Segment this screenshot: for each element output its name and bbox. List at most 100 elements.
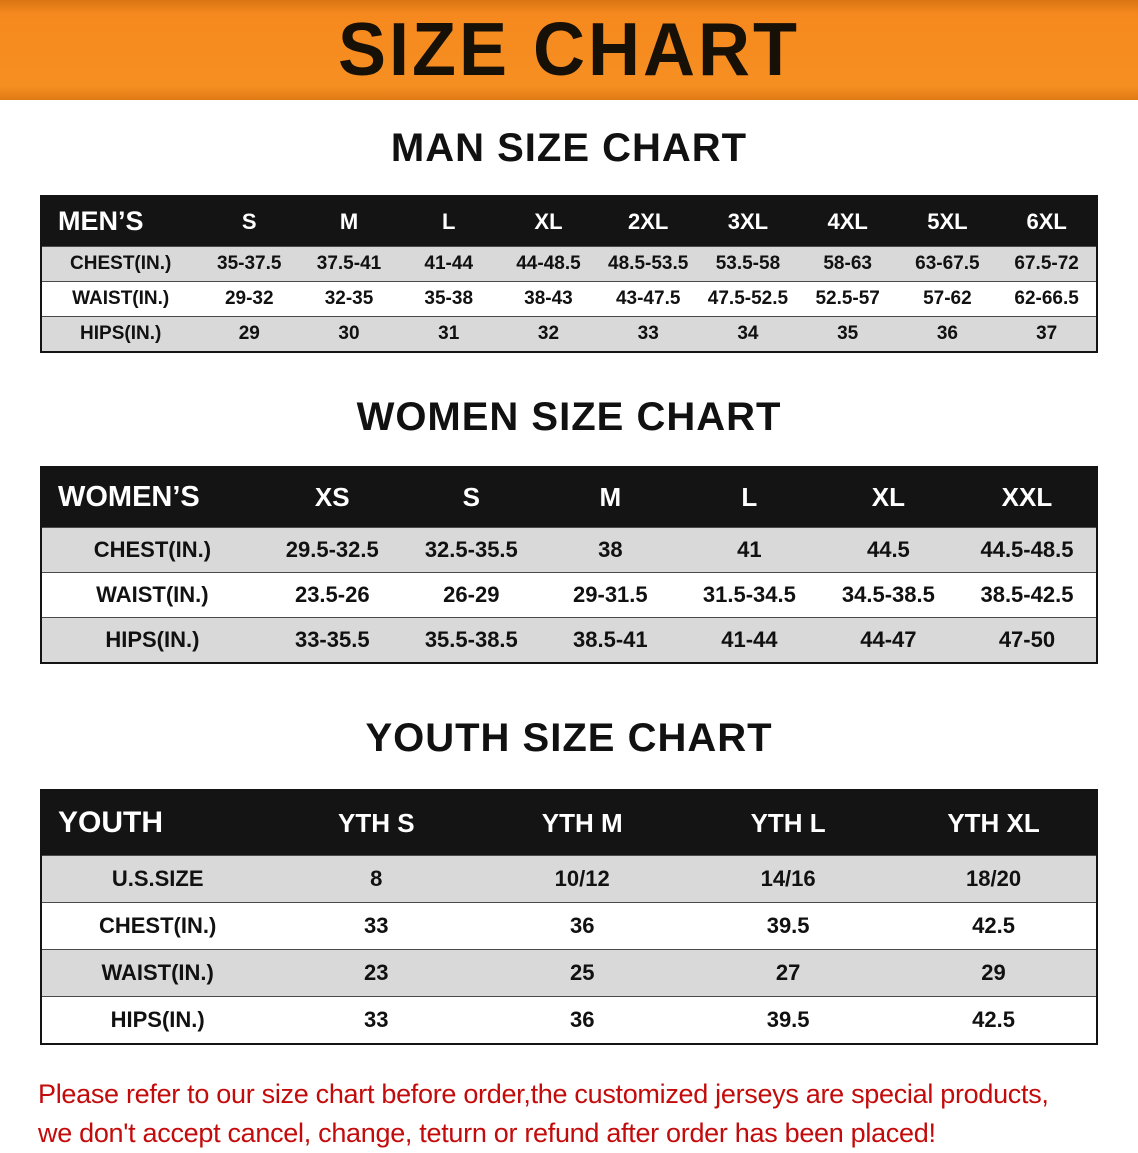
size-value-cell: 38 — [598, 537, 623, 562]
size-value-cell: 37.5-41 — [316, 253, 382, 274]
row-label: HIPS(IN.) — [80, 323, 162, 344]
size-value-cell: 44-47 — [860, 627, 917, 652]
mens-table-header: MEN’S S M L XL 2XL 3XL 4XL 5XL 6XL — [41, 196, 1097, 247]
size-column-header: M — [540, 467, 680, 528]
table-row: CHEST(IN.) 35-37.5 37.5-41 41-44 44-48.5 48.5… — [41, 246, 1097, 282]
size-chart-banner: SIZE CHART — [0, 0, 1138, 100]
size-value-cell: 44.5 — [866, 537, 910, 562]
mens-table-body: CHEST(IN.) 35-37.5 37.5-41 41-44 44-48.5 48.5… — [41, 246, 1097, 352]
size-value-cell: 42.5 — [972, 913, 1015, 938]
disclaimer-text: Please refer to our size chart before or… — [38, 1075, 1100, 1153]
table-row: U.S.SIZE 8 10/12 14/16 18/20 — [41, 855, 1097, 903]
size-column-header: S — [199, 196, 300, 247]
womens-table-header: WOMEN’S XS S M L XL XXL — [41, 467, 1097, 528]
size-value-cell: 29-32 — [224, 288, 274, 309]
youth-table-header: YOUTH YTH S YTH M YTH L YTH XL — [41, 790, 1097, 856]
size-column-header: YTH M — [479, 790, 686, 856]
size-value-cell: 41-44 — [424, 253, 474, 274]
size-value-cell: 38.5-41 — [573, 627, 648, 652]
size-column-header: S — [401, 467, 541, 528]
size-value-cell: 29 — [238, 323, 260, 344]
size-column-header: XL — [818, 467, 958, 528]
youth-size-chart-title: YOUTH SIZE CHART — [365, 716, 773, 760]
size-value-cell: 32-35 — [324, 288, 374, 309]
size-column-header: XS — [262, 467, 402, 528]
size-column-header: XXL — [957, 467, 1097, 528]
size-value-cell: 41-44 — [721, 627, 778, 652]
table-corner-label: MEN’S — [41, 196, 200, 247]
size-column-header: L — [398, 196, 499, 247]
table-row: HIPS(IN.) 33 36 39.5 42.5 — [41, 996, 1097, 1044]
table-row: HIPS(IN.) 33-35.5 35.5-38.5 38.5-41 41-44 44-… — [41, 617, 1097, 663]
table-row: WAIST(IN.) 29-32 32-35 35-38 38-43 43-47.5 47.… — [41, 281, 1097, 317]
header-row: MEN’S S M L XL 2XL 3XL 4XL 5XL 6XL — [41, 196, 1097, 247]
size-value-cell: 31 — [438, 323, 460, 344]
size-value-cell: 44-48.5 — [516, 253, 581, 274]
size-value-cell: 52.5-57 — [815, 288, 880, 309]
size-column-header: L — [679, 467, 819, 528]
size-value-cell: 63-67.5 — [915, 253, 980, 274]
table-row: WAIST(IN.) 23.5-26 26-29 29-31.5 31.5-34.5 34… — [41, 572, 1097, 618]
size-value-cell: 41 — [737, 537, 762, 562]
disclaimer-line-2: we don't accept cancel, change, teturn o… — [38, 1118, 936, 1149]
size-value-cell: 53.5-58 — [715, 253, 781, 274]
size-value-cell: 34 — [737, 323, 759, 344]
row-label: HIPS(IN.) — [105, 627, 200, 652]
size-value-cell: 35.5-38.5 — [424, 627, 518, 652]
size-value-cell: 8 — [370, 866, 383, 891]
banner-title: SIZE CHART — [338, 8, 800, 93]
size-value-cell: 33 — [364, 1007, 389, 1032]
size-column-header: 6XL — [997, 196, 1097, 247]
table-row: CHEST(IN.) 29.5-32.5 32.5-35.5 38 41 44.5 44.5… — [41, 527, 1097, 573]
size-column-header: 2XL — [598, 196, 699, 247]
size-value-cell: 36 — [936, 323, 958, 344]
mens-size-table: MEN’S S M L XL 2XL 3XL 4XL 5XL 6XL CHEST(IN.) 35-3… — [40, 195, 1098, 353]
size-value-cell: 23 — [364, 960, 389, 985]
size-value-cell: 36 — [569, 913, 595, 938]
size-value-cell: 18/20 — [966, 866, 1022, 891]
row-label: CHEST(IN.) — [98, 913, 217, 938]
table-row: WAIST(IN.) 23 25 27 29 — [41, 949, 1097, 997]
size-column-header: YTH XL — [891, 790, 1097, 856]
table-row: HIPS(IN.) 29 30 31 32 33 34 35 36 37 — [41, 316, 1097, 352]
size-value-cell: 31.5-34.5 — [702, 582, 796, 607]
size-value-cell: 14/16 — [760, 866, 816, 891]
table-corner-label: WOMEN’S — [41, 467, 263, 528]
size-value-cell: 33 — [364, 913, 389, 938]
size-column-header: M — [299, 196, 399, 247]
row-label: WAIST(IN.) — [72, 288, 170, 309]
disclaimer-line-1: Please refer to our size chart before or… — [38, 1079, 1049, 1109]
row-label: CHEST(IN.) — [93, 537, 212, 562]
size-value-cell: 43-47.5 — [615, 288, 681, 309]
row-label: WAIST(IN.) — [96, 582, 209, 607]
size-value-cell: 25 — [569, 960, 595, 985]
size-value-cell: 58-63 — [823, 253, 872, 274]
size-value-cell: 27 — [775, 960, 801, 985]
size-column-header: XL — [498, 196, 599, 247]
size-value-cell: 29-31.5 — [573, 582, 648, 607]
size-value-cell: 47.5-52.5 — [707, 288, 789, 309]
size-value-cell: 30 — [338, 323, 360, 344]
row-label: U.S.SIZE — [111, 866, 204, 891]
women-size-chart-title: WOMEN SIZE CHART — [356, 395, 782, 439]
size-value-cell: 38-43 — [524, 288, 573, 309]
size-value-cell: 35 — [837, 323, 859, 344]
size-value-cell: 67.5-72 — [1014, 253, 1079, 274]
size-value-cell: 32 — [537, 323, 560, 344]
table-corner-label: YOUTH — [41, 790, 274, 856]
size-value-cell: 35-38 — [424, 288, 474, 309]
size-value-cell: 35-37.5 — [217, 253, 282, 274]
size-value-cell: 10/12 — [554, 866, 610, 891]
youth-table-body: U.S.SIZE 8 10/12 14/16 18/20 CHEST(IN.) 33 36 39… — [41, 855, 1097, 1044]
size-value-cell: 29 — [981, 960, 1006, 985]
size-value-cell: 38.5-42.5 — [980, 582, 1074, 607]
header-row: WOMEN’S XS S M L XL XXL — [41, 467, 1097, 528]
size-value-cell: 47-50 — [998, 627, 1056, 652]
size-column-header: 5XL — [897, 196, 998, 247]
size-value-cell: 33 — [637, 323, 659, 344]
table-row: CHEST(IN.) 33 36 39.5 42.5 — [41, 902, 1097, 950]
size-value-cell: 57-62 — [923, 288, 972, 309]
size-value-cell: 62-66.5 — [1014, 288, 1079, 309]
womens-table-body: CHEST(IN.) 29.5-32.5 32.5-35.5 38 41 44.5 44.5… — [41, 527, 1097, 663]
size-value-cell: 29.5-32.5 — [285, 537, 379, 562]
